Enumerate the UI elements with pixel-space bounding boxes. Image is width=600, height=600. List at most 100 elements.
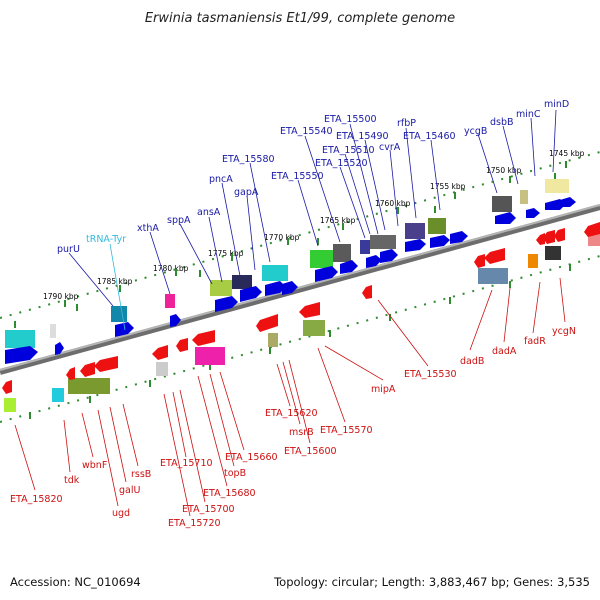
gene-label: ETA_15820 [10,494,63,505]
gene-box [232,275,252,289]
gene-box [333,244,351,262]
forward-leaders [68,109,557,307]
tick-label: 1765 kbp [320,216,356,225]
gene-arrow [282,281,298,295]
gene-arrow [152,345,168,360]
gene-label: ETA_15680 [203,488,256,499]
gene-box [68,378,110,394]
forward-track-features [5,179,569,348]
gene-arrow [5,346,38,364]
gene-label: mipA [371,384,396,395]
gene-label: xthA [137,223,159,234]
gene-label: pncA [209,174,233,185]
gene-label: minD [544,99,569,110]
accession-text: Accession: NC_010694 [10,575,141,589]
gene-label: dadA [492,346,517,357]
topology-text: Topology: circular; Length: 3,883,467 bp… [273,575,590,589]
gene-label: ETA_15720 [168,518,221,529]
tick-label: 1750 kbp [486,166,522,175]
gene-arrow [560,197,576,207]
gene-label: ycgN [552,326,576,337]
gene-arrow [405,239,426,252]
gene-box [210,280,232,296]
gene-arrow [554,228,565,242]
gene-label: ugd [112,508,130,519]
gene-label: rfbP [397,118,416,129]
gene-label: topB [224,468,246,479]
tick-label: 1790 kbp [43,292,79,301]
gene-box [4,398,16,412]
gene-arrow [366,255,382,268]
tick-label: 1745 kbp [549,149,585,158]
gene-box [262,265,288,281]
gene-arrow [362,285,372,299]
gene-label: gapA [234,187,259,198]
gene-label: rssB [131,469,151,480]
gene-label: ETA_15520 [315,158,368,169]
track-guides [0,151,600,423]
gene-label: ETA_15540 [280,126,333,137]
gene-arrow [66,367,75,380]
gene-label: cvrA [379,142,401,153]
gene-arrow [315,266,338,282]
gene-box [310,250,333,268]
gene-box [545,246,561,260]
gene-arrow [55,342,64,355]
gene-label: tdk [64,475,80,486]
gene-arrow [240,286,262,302]
gene-arrow [340,260,358,274]
gene-label: ETA_15580 [222,154,275,165]
gene-label: sppA [167,215,191,226]
tick-labels: 1745 kbp 1750 kbp 1755 kbp 1760 kbp 1765… [43,149,585,301]
gene-label: ETA_15490 [336,131,389,142]
gene-box [156,362,168,376]
gene-box [545,179,569,193]
gene-box [428,218,446,234]
outer-bottom-guide [0,255,600,423]
gene-label: ETA_15600 [284,446,337,457]
tick-marks [14,161,571,419]
reverse-arrows [2,222,600,394]
gene-label: msrB [289,427,314,438]
gene-arrow [2,380,12,394]
gene-arrow [430,235,450,248]
outer-top-guide [0,151,600,319]
gene-arrow [115,322,134,337]
gene-label: dadB [460,356,484,367]
gene-box [360,240,370,254]
gene-label: ETA_15510 [322,145,375,156]
gene-arrow [265,281,286,296]
gene-label: wbnF [82,460,107,471]
trna-leader [109,243,126,331]
gene-arrow [176,338,188,352]
gene-arrow [94,356,118,372]
reverse-track-features [4,232,600,412]
gene-box [111,306,127,322]
reverse-gene-labels: ycgN fadR dadA dadB ETA_15530 mipA ETA_1… [10,326,576,529]
gene-arrow [256,318,266,332]
reverse-leaders [14,277,566,517]
gene-arrow [170,314,181,327]
gene-label: ETA_15660 [225,452,278,463]
gene-box [165,294,175,308]
gene-label: ycgB [464,126,487,137]
gene-box [405,223,425,239]
gene-label: ETA_15620 [265,408,318,419]
gene-label: minC [516,109,541,120]
gene-arrow [192,330,215,346]
gene-box [268,333,278,347]
gene-arrow [80,362,95,377]
gene-arrow [543,230,555,244]
gene-box [52,388,64,402]
map-title: Erwinia tasmaniensis Et1/99, complete ge… [145,11,455,26]
gene-label: ETA_15570 [320,425,373,436]
gene-label: fadR [524,336,546,347]
trna-label: tRNA-Tyr [86,234,126,245]
gene-arrow [299,302,320,318]
gene-arrow [584,222,600,237]
gene-arrow [536,233,545,245]
gene-label: galU [119,485,140,496]
gene-box [492,196,512,212]
gene-arrow [474,254,485,268]
